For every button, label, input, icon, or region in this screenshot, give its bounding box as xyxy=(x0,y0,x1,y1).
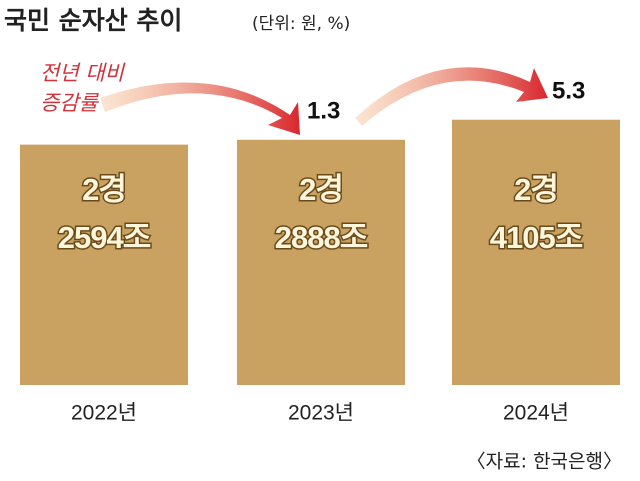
value-label: 4105조 xyxy=(490,220,583,255)
x-tick-label: 2023년 xyxy=(288,402,354,425)
value-label: 2594조 xyxy=(58,220,151,255)
bar xyxy=(20,144,188,385)
growth-label: 전년 대비 xyxy=(40,61,126,85)
growth-value: 1.3 xyxy=(307,97,340,124)
growth-arrow xyxy=(355,67,548,126)
x-tick-label: 2022년 xyxy=(71,402,137,425)
value-label: 2888조 xyxy=(275,220,368,255)
chart-subtitle: (단위: 원, %) xyxy=(252,14,350,34)
growth-arrow xyxy=(100,82,300,135)
growth-label: 증감률 xyxy=(40,91,100,115)
value-label: 2경 xyxy=(82,172,126,207)
value-label: 2경 xyxy=(299,172,343,207)
value-label: 2경 xyxy=(514,172,558,207)
bar xyxy=(237,139,405,385)
bar xyxy=(452,119,620,385)
chart-title: 국민 순자산 추이 xyxy=(4,6,182,35)
growth-value: 5.3 xyxy=(552,77,585,104)
source: 〈자료: 한국은행〉 xyxy=(467,451,622,473)
x-tick-label: 2024년 xyxy=(503,402,569,425)
